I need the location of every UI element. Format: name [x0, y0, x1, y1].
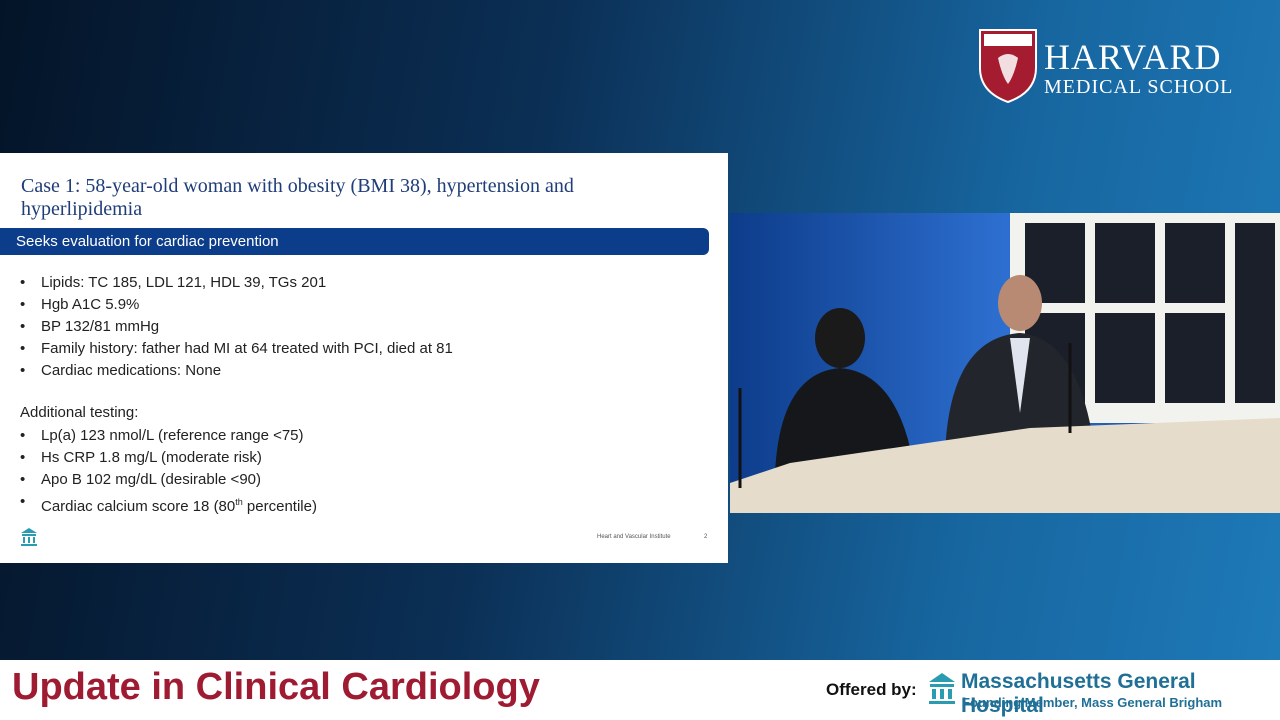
- bullet: Apo B 102 mg/dL (desirable <90): [20, 469, 317, 491]
- slide-footer: Heart and Vascular Institute: [597, 534, 671, 540]
- org-subtitle: Founding Member, Mass General Brigham: [962, 695, 1223, 710]
- bullet-list: Lipids: TC 185, LDL 121, HDL 39, TGs 201…: [20, 272, 453, 382]
- bullet: Family history: father had MI at 64 trea…: [20, 338, 453, 360]
- bullet-text: Lp(a) 123 nmol/L (reference range <75): [41, 427, 304, 444]
- bullet-text: Cardiac calcium score 18 (80: [41, 498, 236, 515]
- bullet: Cardiac medications: None: [20, 360, 453, 382]
- mgh-icon: [21, 528, 37, 546]
- banner: Seeks evaluation for cardiac prevention: [0, 228, 709, 255]
- bottom-bar: Update in Clinical Cardiology Offered by…: [0, 660, 1280, 720]
- mgh-icon: [929, 673, 955, 704]
- superscript: th: [235, 497, 243, 507]
- bullet-text: Apo B 102 mg/dL (desirable <90): [41, 471, 261, 488]
- program-title: Update in Clinical Cardiology: [12, 666, 540, 708]
- page-number: 2: [704, 534, 708, 540]
- slide: Case 1: 58-year-old woman with obesity (…: [0, 153, 728, 563]
- shield: [979, 29, 1037, 104]
- bullet: Hgb A1C 5.9%: [20, 294, 453, 316]
- bullet-list: Lp(a) 123 nmol/L (reference range <75) Hs…: [20, 425, 317, 518]
- logo-name: HARVARD: [1044, 37, 1222, 77]
- bullet: BP 132/81 mmHg: [20, 316, 453, 338]
- bullet: Cardiac calcium score 18 (80th percentil…: [20, 491, 317, 518]
- org-name: Massachusetts General Hospital: [961, 670, 1196, 717]
- bullet: Lp(a) 123 nmol/L (reference range <75): [20, 425, 317, 447]
- video-feed: [730, 213, 1280, 513]
- bullet: Lipids: TC 185, LDL 121, HDL 39, TGs 201: [20, 272, 453, 294]
- slide-title: Case 1: 58-year-old woman with obesity (…: [21, 175, 574, 220]
- bullet: Hs CRP 1.8 mg/L (moderate risk): [20, 447, 317, 469]
- bullet-text: Hs CRP 1.8 mg/L (moderate risk): [41, 449, 262, 466]
- section-heading: Additional testing:: [20, 404, 139, 421]
- logo-subtitle: MEDICAL SCHOOL: [1044, 76, 1234, 98]
- bullet-text: percentile): [242, 498, 317, 515]
- offered-by: Offered by:: [826, 680, 917, 699]
